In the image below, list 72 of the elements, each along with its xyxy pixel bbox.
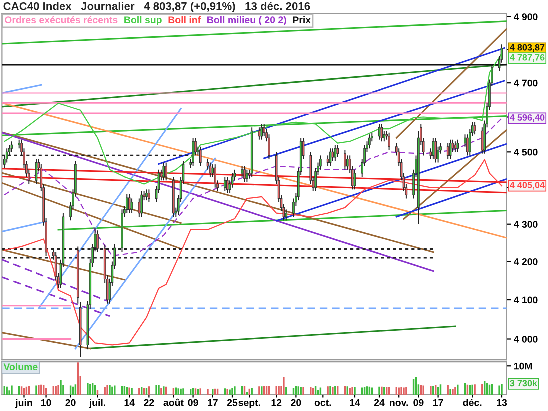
x-tick-label: oct. — [314, 400, 332, 406]
x-tick-label: 09 — [188, 399, 198, 406]
candlestick — [456, 139, 460, 153]
x-tick-label: déc. — [463, 399, 482, 406]
x-tick-label: nov. — [390, 400, 408, 406]
candlestick — [199, 146, 202, 167]
candlestick — [209, 162, 212, 178]
y-tick-label: 4 000 — [514, 336, 538, 343]
y-tick-label: 4 500 — [514, 148, 538, 156]
x-tick-label: août — [164, 398, 184, 406]
data-label: 4 787,76 — [510, 54, 545, 62]
text: Prix — [293, 16, 311, 24]
candlestick — [224, 176, 226, 192]
candlestick — [449, 139, 452, 160]
x-tick-label: 24 — [374, 399, 385, 406]
line-series — [4, 159, 503, 346]
candlestick — [380, 124, 384, 142]
y-tick-label: 4 300 — [514, 221, 538, 228]
x-tick-label: 14 — [350, 399, 360, 406]
candlestick — [165, 162, 168, 182]
candlestick — [246, 169, 248, 183]
candlestick — [214, 164, 217, 188]
x-tick-label: 17 — [208, 399, 218, 406]
candlestick — [128, 194, 131, 214]
data-label: 4 405,04 — [510, 182, 545, 190]
data-label: 4 596,40 — [510, 114, 545, 122]
x-tick-label: 12 — [272, 399, 282, 406]
text: Boll inf — [168, 16, 202, 24]
x-tick-label: juil. — [89, 399, 106, 408]
text: Boll milieu ( 20 2) — [208, 16, 286, 26]
text: Ordres exécutés récents — [5, 16, 118, 24]
line-series — [4, 118, 503, 257]
candlestick — [388, 132, 390, 151]
candlestick — [140, 190, 144, 218]
candlestick — [226, 176, 229, 194]
candlestick — [446, 142, 450, 160]
x-tick-label: 25 — [227, 399, 238, 406]
chart-title: Volume — [4, 363, 38, 371]
text: 4 803,87 — [510, 44, 545, 52]
candlestick — [126, 194, 128, 214]
x-tick-label: 20 — [291, 399, 302, 406]
y-tick-label: 4 700 — [514, 80, 538, 87]
x-tick-label: 20 — [66, 399, 76, 406]
candlestick — [162, 162, 166, 182]
candlestick — [336, 144, 340, 158]
candlestick — [258, 127, 261, 140]
chart-title: CAC40 Index Journalier 4 803,87 (+0,91%) 13 déc. 2016 — [4, 2, 310, 13]
x-tick-label: 17 — [434, 399, 444, 406]
y-tick-label: 4 200 — [514, 258, 538, 266]
x-tick-label: sept. — [238, 400, 260, 408]
y-tick-label: 10M — [514, 362, 532, 370]
annotation: 3 730k — [510, 380, 538, 387]
candlestick — [454, 141, 457, 153]
candlestick — [148, 189, 150, 203]
candlestick — [434, 138, 438, 164]
candlestick — [334, 144, 337, 162]
candlestick — [146, 189, 148, 202]
y-tick-label: 4 100 — [514, 296, 538, 304]
x-tick-label: juin — [15, 399, 32, 408]
candlestick — [344, 150, 346, 170]
x-tick-label: 10 — [42, 399, 52, 406]
text: Boll sup — [124, 16, 162, 26]
candlestick — [244, 166, 246, 183]
candlestick — [130, 198, 134, 214]
x-tick-label: 22 — [144, 399, 154, 406]
candlestick — [474, 122, 476, 136]
x-tick-label: 09 — [414, 399, 424, 406]
x-tick-label: 14 — [124, 399, 135, 406]
x-tick-label: 13 — [497, 399, 508, 406]
candlestick — [368, 134, 371, 150]
candlestick — [432, 138, 435, 160]
y-tick-label: 4 900 — [514, 14, 538, 21]
